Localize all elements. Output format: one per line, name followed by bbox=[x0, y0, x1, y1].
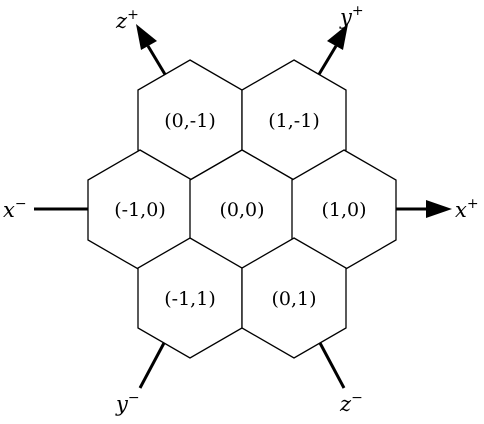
axis-label-sign: + bbox=[127, 7, 139, 23]
axis-label-sign: − bbox=[128, 390, 140, 406]
cell-labels: (0,-1) (1,-1) (-1,0) (0,0) (1,0) (-1,1) … bbox=[114, 110, 366, 310]
axis-labels: z+ y+ x− x+ y− z− bbox=[3, 3, 479, 416]
cell-label-m1-1: (-1,1) bbox=[164, 288, 215, 310]
hex-cells bbox=[87, 59, 397, 359]
cell-label-0-0: (0,0) bbox=[219, 199, 264, 221]
axis-label-sign: − bbox=[351, 390, 363, 406]
cell-label-1-m1: (1,-1) bbox=[268, 110, 319, 132]
cell-label-0-1: (0,1) bbox=[271, 288, 316, 310]
axis-label-base: z bbox=[115, 9, 128, 33]
cell-label-m1-0: (-1,0) bbox=[114, 199, 165, 221]
axis-label-sign: + bbox=[467, 196, 479, 212]
axis-line-z-minus bbox=[318, 342, 346, 389]
axis-label-base: x bbox=[455, 198, 467, 222]
axis-label-base: y bbox=[339, 5, 353, 29]
arrowhead-y-plus bbox=[327, 24, 348, 50]
arrowhead-x-plus bbox=[426, 200, 452, 218]
axis-label-base: y bbox=[115, 392, 129, 416]
axis-lines bbox=[34, 24, 452, 389]
hex-cell bbox=[241, 237, 347, 359]
axis-label-sign: + bbox=[352, 3, 364, 19]
axis-line-y-plus bbox=[316, 45, 338, 77]
axis-label-y-plus: y+ bbox=[339, 3, 364, 29]
axis-label-z-plus: z+ bbox=[115, 7, 139, 33]
axis-label-x-minus: x− bbox=[3, 196, 27, 222]
cell-label-0-m1: (0,-1) bbox=[164, 110, 215, 132]
axis-label-y-minus: y− bbox=[115, 390, 140, 416]
axis-label-z-minus: z− bbox=[339, 390, 363, 416]
axis-label-x-plus: x+ bbox=[455, 196, 479, 222]
arrowhead-z-plus bbox=[136, 24, 157, 50]
axis-line-y-minus bbox=[138, 342, 166, 389]
cell-label-1-0: (1,0) bbox=[321, 199, 366, 221]
axis-label-base: x bbox=[3, 198, 15, 222]
axis-label-sign: − bbox=[15, 196, 27, 212]
axis-label-base: z bbox=[339, 392, 352, 416]
axis-line-z-plus bbox=[146, 45, 168, 77]
